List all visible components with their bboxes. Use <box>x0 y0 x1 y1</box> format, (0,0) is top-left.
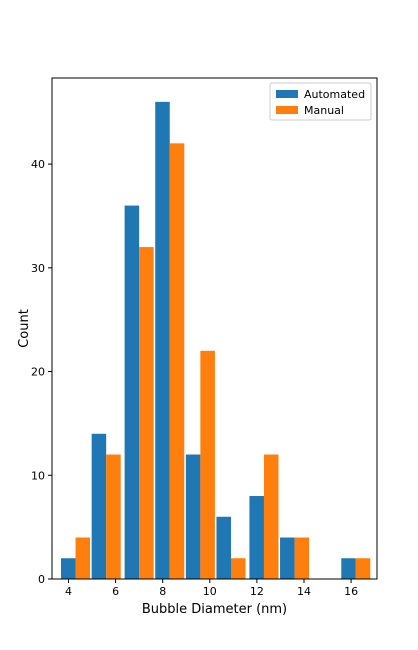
legend-swatch-automated <box>276 90 298 98</box>
legend-label-automated: Automated <box>304 88 365 101</box>
bar-automated-5 <box>216 516 231 579</box>
x-tick-label: 14 <box>297 585 311 598</box>
bar-manual-0 <box>75 537 91 579</box>
bar-manual-1 <box>106 454 121 579</box>
bar-automated-4 <box>185 454 201 579</box>
bar-manual-4 <box>200 350 215 579</box>
plot-area-frame <box>51 77 378 580</box>
bar-automated-1 <box>91 433 107 579</box>
y-axis-label: Count <box>17 309 32 348</box>
y-tick-label: 0 <box>38 573 45 586</box>
x-axis-ticks: 4 6 8 10 12 14 16 <box>65 579 358 598</box>
bars-group <box>61 101 371 580</box>
y-tick-label: 30 <box>31 262 45 275</box>
bar-automated-0 <box>61 558 76 579</box>
bar-manual-2 <box>139 247 154 579</box>
y-tick-label: 40 <box>31 158 45 171</box>
legend-swatch-manual <box>276 106 298 114</box>
bar-automated-2 <box>124 205 140 579</box>
bar-manual-5 <box>230 558 246 579</box>
bar-automated-7 <box>280 537 295 579</box>
y-axis-ticks: 0 10 20 30 40 <box>31 158 52 586</box>
y-tick-label: 10 <box>31 469 45 482</box>
x-tick-label: 10 <box>203 585 217 598</box>
bar-manual-3 <box>169 143 185 579</box>
bar-manual-9 <box>355 558 371 579</box>
x-tick-label: 6 <box>112 585 119 598</box>
bar-manual-7 <box>294 537 310 579</box>
y-tick-label: 20 <box>31 366 45 379</box>
x-tick-label: 4 <box>65 585 72 598</box>
bar-manual-6 <box>263 454 279 579</box>
legend: Automated Manual <box>269 82 372 121</box>
x-axis-label: Bubble Diameter (nm) <box>142 602 287 617</box>
legend-label-manual: Manual <box>304 104 344 117</box>
bar-automated-6 <box>249 496 264 579</box>
x-tick-label: 12 <box>250 585 264 598</box>
bar-automated-9 <box>341 558 356 579</box>
bar-automated-3 <box>155 101 170 580</box>
x-tick-label: 16 <box>344 585 358 598</box>
x-tick-label: 8 <box>159 585 166 598</box>
